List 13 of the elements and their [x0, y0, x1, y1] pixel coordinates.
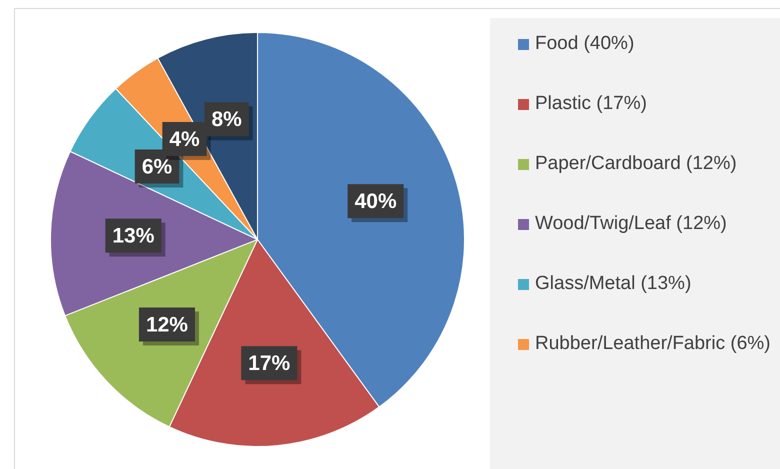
legend-label: Rubber/Leather/Fabric (6%) — [535, 332, 770, 356]
data-label: 8% — [211, 108, 242, 131]
data-label: 4% — [169, 128, 200, 151]
data-label: 13% — [112, 224, 155, 248]
data-label: 6% — [142, 155, 173, 178]
legend-label: Food (40%) — [535, 32, 634, 56]
legend-label: Plastic (17%) — [535, 92, 647, 116]
data-label: 12% — [146, 313, 188, 336]
legend-label: Paper/Cardboard (12%) — [535, 152, 737, 176]
legend-label: Glass/Metal (13%) — [535, 272, 692, 296]
data-label: 17% — [248, 352, 291, 375]
data-label: 40% — [354, 190, 397, 213]
legend-label: Wood/Twig/Leaf (12%) — [535, 212, 727, 236]
